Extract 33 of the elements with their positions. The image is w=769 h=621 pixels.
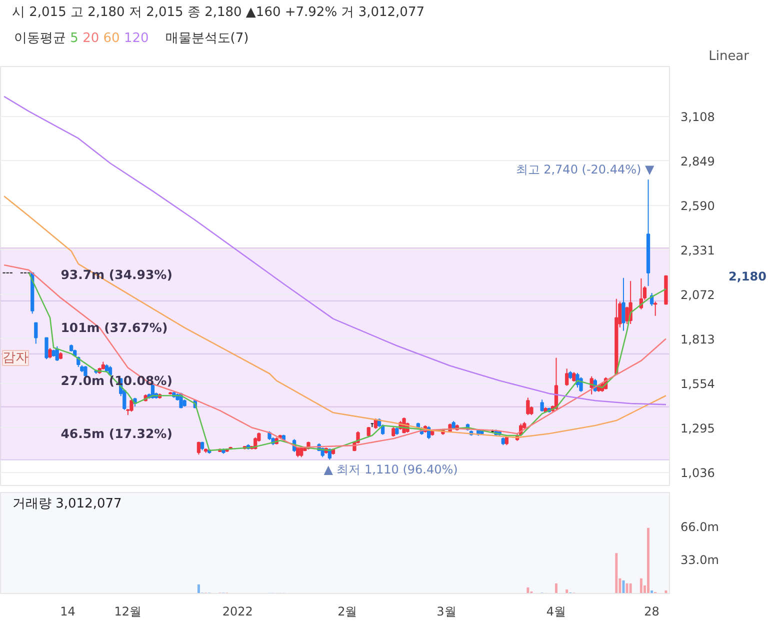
text: 60: [103, 31, 120, 46]
x-tick-label: 28: [644, 604, 660, 618]
x-tick-label: 2022: [222, 604, 253, 618]
x-tick-label: 14: [60, 604, 76, 618]
y-tick-label: 1,813: [680, 332, 715, 346]
chart-subtitle: 매물분석도(7): [165, 31, 249, 46]
y-tick-label: 2,072: [680, 288, 715, 302]
legend-title: 이동평균: [14, 31, 66, 46]
annotation: ▲ 최저 1,110 (96.40%): [324, 462, 458, 477]
chart-title: 시 2,015 고 2,180 저 2,015 종 2,180 ▲160 +7.92% 거 3,012,077: [11, 4, 426, 20]
y-tick-label: 1,554: [680, 376, 715, 391]
y-tick-label: 3,108: [680, 110, 715, 124]
chart-title: 거래량 3,012,077: [12, 496, 122, 512]
y-tick-label: 66.0m: [680, 520, 719, 534]
x-tick-label: 2월: [338, 604, 358, 618]
text: Linear: [708, 48, 749, 66]
x-tick-label: 12월: [114, 604, 142, 618]
text: 2,180: [728, 269, 766, 284]
annotation: 최고 2,740 (-20.44%) ▼: [516, 162, 656, 177]
text: 5: [70, 31, 78, 46]
annotation: 감자: [2, 350, 28, 366]
band-label: 101m (37.67%): [60, 320, 168, 335]
y-tick-label: 2,590: [680, 198, 715, 213]
y-tick-label: 2,331: [680, 243, 715, 258]
x-tick-label: 4월: [546, 604, 566, 618]
band-label: 46.5m (17.32%): [60, 426, 172, 441]
y-tick-label: 1,295: [680, 421, 715, 436]
x-tick-label: 3월: [436, 604, 456, 618]
y-tick-label: 1,036: [680, 466, 715, 480]
y-tick-label: 33.0m: [680, 553, 719, 568]
text: 20: [82, 31, 100, 46]
y-tick-label: 2,849: [680, 154, 715, 168]
text: 120: [124, 31, 149, 46]
